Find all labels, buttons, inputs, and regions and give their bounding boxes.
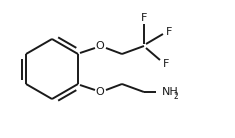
Text: O: O — [96, 41, 104, 51]
Text: F: F — [166, 27, 172, 37]
Text: F: F — [141, 13, 147, 23]
Text: NH: NH — [162, 87, 179, 97]
Text: O: O — [96, 87, 104, 97]
Text: 2: 2 — [174, 91, 179, 100]
Text: F: F — [163, 59, 169, 69]
